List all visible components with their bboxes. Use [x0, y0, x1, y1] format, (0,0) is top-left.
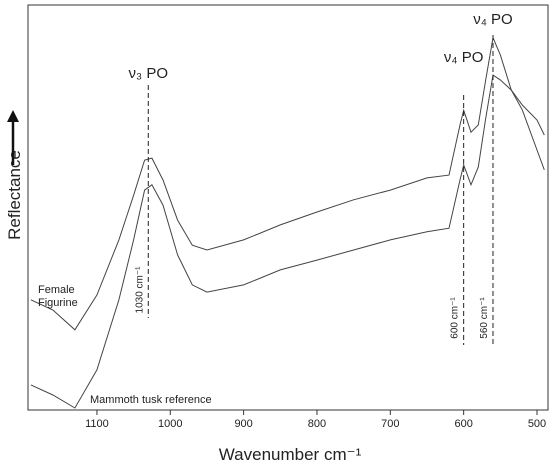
- peak-wavenumber: 1030 cm⁻¹: [134, 266, 145, 314]
- peak-label: ν₄ PO: [444, 49, 483, 66]
- series-label: Mammoth tusk reference: [90, 394, 212, 406]
- peak-wavenumber: 560 cm⁻¹: [479, 297, 490, 339]
- x-tick-label: 600: [454, 418, 472, 430]
- spectrum-line: [30, 36, 545, 331]
- plot-frame: [27, 4, 549, 411]
- peak-wavenumber: 600 cm⁻¹: [450, 297, 461, 339]
- x-tick-label: 1100: [85, 418, 109, 430]
- series-label: Female Figurine: [38, 284, 78, 309]
- y-axis-title: Reflectance: [5, 150, 24, 240]
- x-axis-title: Wavenumber cm⁻¹: [219, 445, 362, 464]
- x-tick-label: 1000: [158, 418, 182, 430]
- peak-label: ν₄ PO: [473, 11, 512, 28]
- spectrum-line: [30, 74, 545, 409]
- x-tick-label: 500: [528, 418, 546, 430]
- x-tick-label: 900: [234, 418, 252, 430]
- y-arrow-head: [7, 110, 19, 122]
- x-tick-label: 800: [308, 418, 326, 430]
- x-tick-label: 700: [381, 418, 399, 430]
- peak-label: ν₃ PO: [129, 65, 168, 82]
